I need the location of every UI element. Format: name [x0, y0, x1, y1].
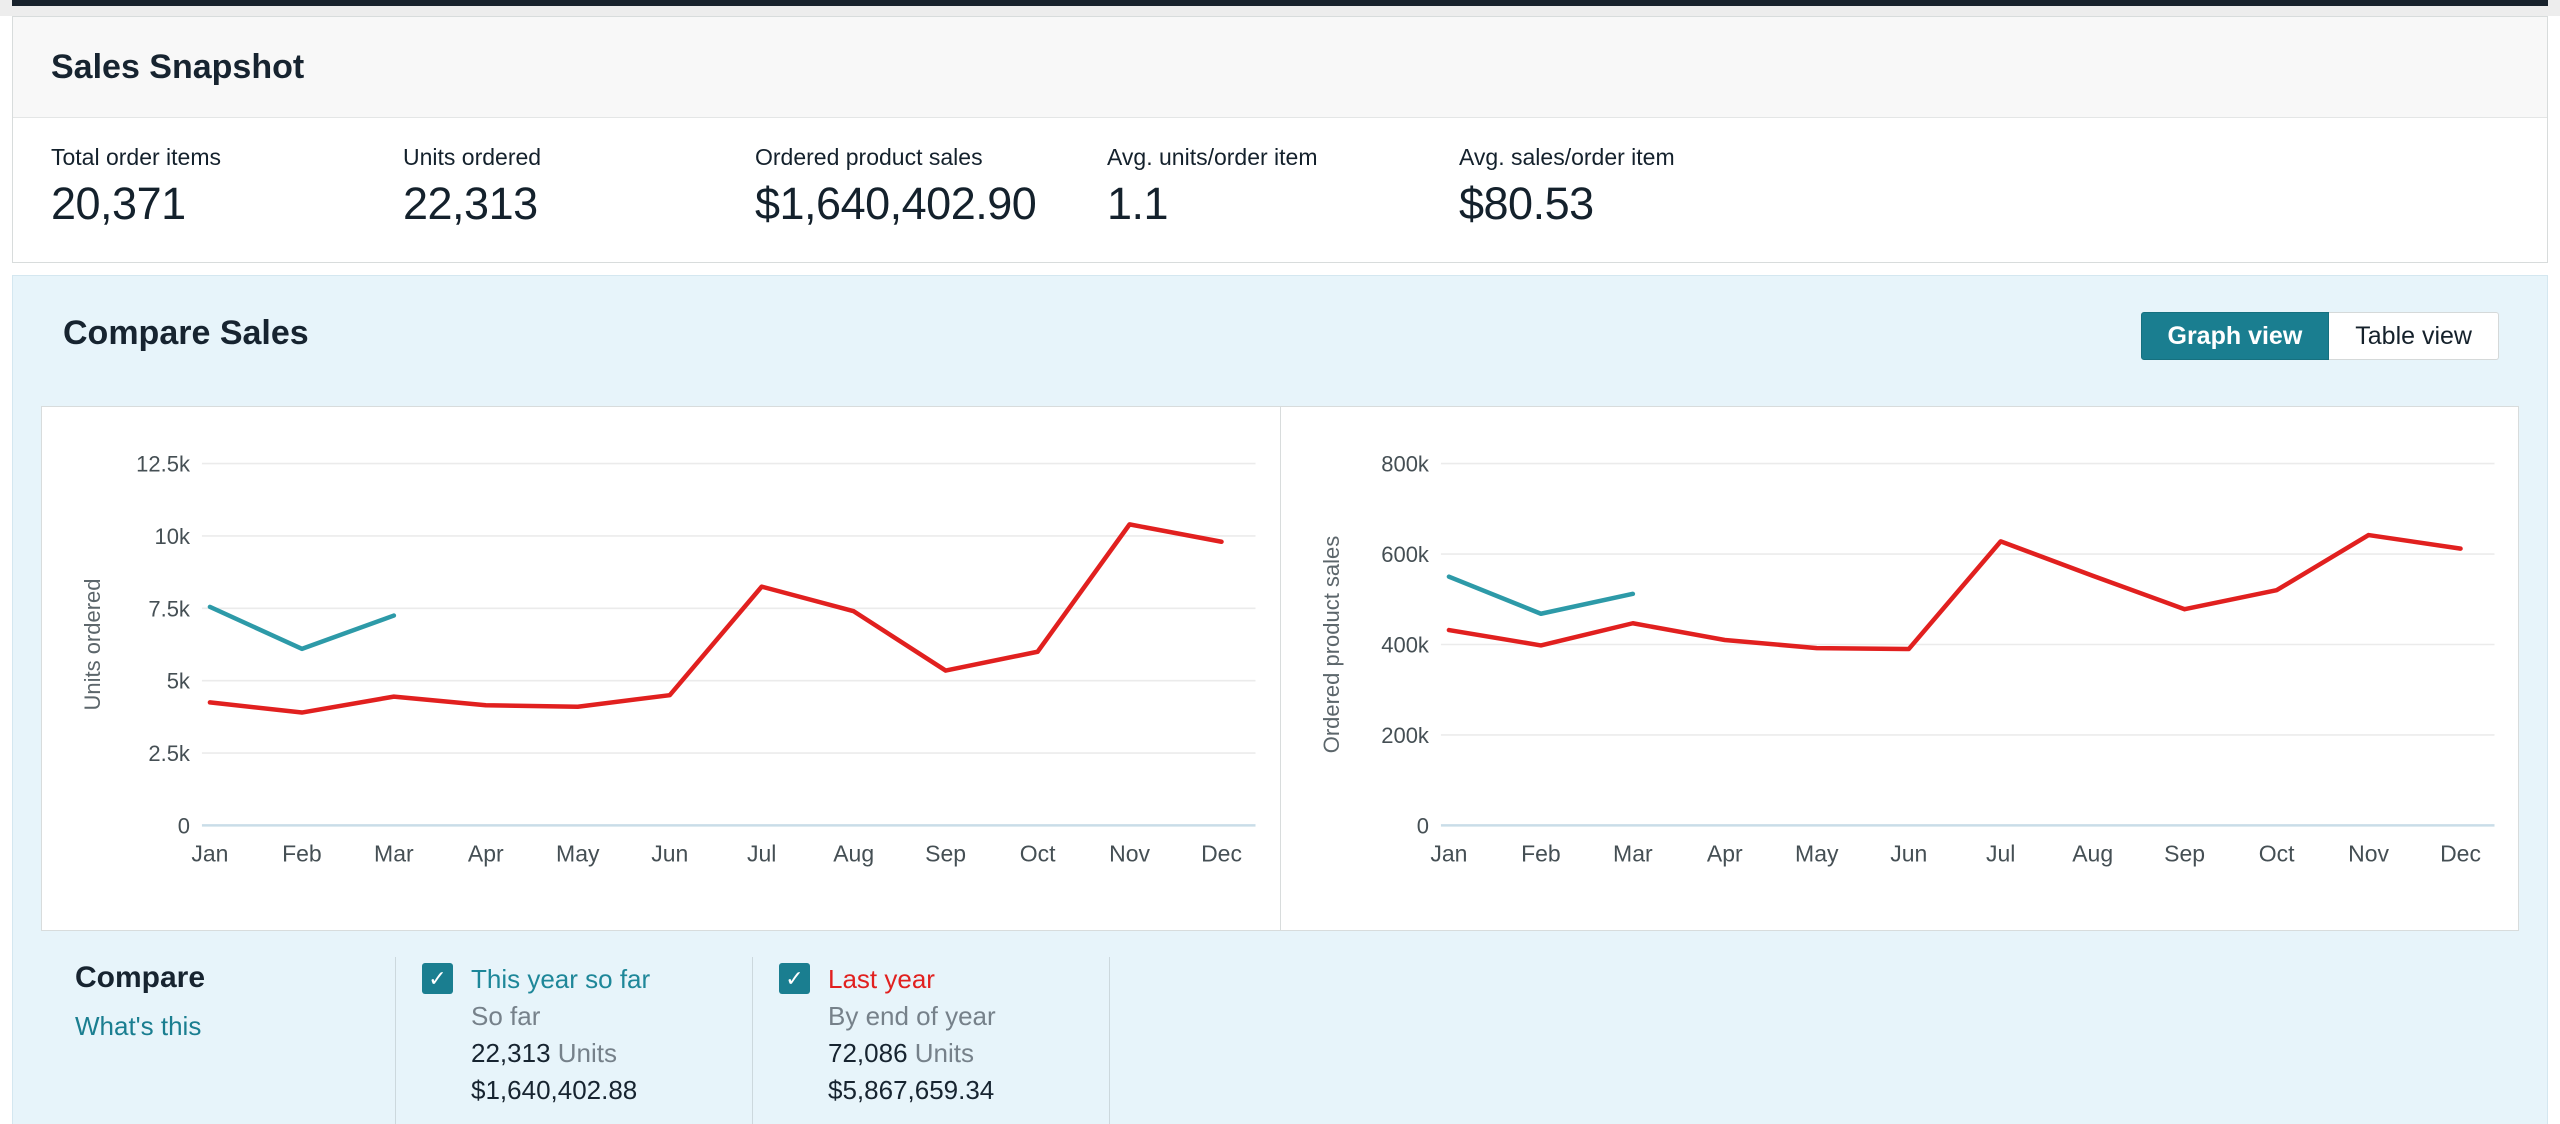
ordered-product-sales-chart: 0 200k 400k 600k 800k Jan Feb Mar Apr May Jun Jul Au… [1279, 407, 2519, 930]
svg-text:0: 0 [178, 813, 190, 838]
legend-series-sales: $5,867,659.34 [828, 1075, 995, 1105]
table-view-button[interactable]: Table view [2329, 312, 2499, 360]
svg-text:May: May [1795, 840, 1839, 866]
stat-total-order-items: Total order items 20,371 [51, 142, 403, 232]
svg-text:Feb: Feb [282, 840, 322, 866]
svg-text:May: May [556, 840, 600, 866]
svg-text:Aug: Aug [833, 840, 874, 866]
stat-label: Ordered product sales [755, 144, 983, 170]
legend-item-this-year: ✓ This year so far So far 22,313 Units $… [395, 957, 752, 1124]
svg-text:Mar: Mar [1613, 840, 1653, 866]
units-value: 72,086 [828, 1038, 908, 1068]
this-year-checkbox[interactable]: ✓ [422, 963, 453, 994]
legend-item-text: This year so far So far 22,313 Units $1,… [471, 961, 650, 1109]
svg-text:5k: 5k [167, 669, 191, 694]
stat-label: Avg. sales/order item [1459, 144, 1675, 170]
stat-label: Units ordered [403, 144, 542, 170]
svg-text:Sep: Sep [2164, 840, 2205, 866]
svg-text:Sep: Sep [925, 840, 966, 866]
svg-text:Units ordered: Units ordered [80, 579, 105, 711]
svg-text:Dec: Dec [2440, 840, 2481, 866]
legend-series-subtitle: By end of year [828, 1001, 996, 1031]
svg-text:2.5k: 2.5k [148, 741, 191, 766]
svg-text:Apr: Apr [468, 840, 504, 866]
legend-item-last-year: ✓ Last year By end of year 72,086 Units … [752, 957, 1109, 1124]
ordered-product-sales-chart-svg: 0 200k 400k 600k 800k Jan Feb Mar Apr May Jun Jul Au… [1318, 452, 2495, 866]
units-suffix: Units [914, 1038, 975, 1068]
top-strip [0, 0, 2560, 16]
svg-text:Jul: Jul [747, 840, 776, 866]
compare-sales-card: Compare Sales Graph view Table view 0 2.5… [12, 275, 2548, 1124]
view-toggle: Graph view Table view [2140, 312, 2499, 360]
compare-legend-head: Compare What's this [75, 957, 395, 1124]
svg-text:Jul: Jul [1986, 840, 2015, 866]
legend-divider [1109, 957, 1110, 1124]
svg-text:Oct: Oct [1020, 840, 1056, 866]
snapshot-stats-row: Total order items 20,371 Units ordered 2… [13, 118, 2547, 262]
svg-text:Jun: Jun [1890, 840, 1927, 866]
svg-text:Ordered product sales: Ordered product sales [1318, 536, 1343, 754]
top-bar [12, 0, 2548, 6]
stat-value: 22,313 [403, 178, 538, 229]
svg-text:12.5k: 12.5k [136, 452, 191, 477]
svg-text:800k: 800k [1381, 452, 1430, 477]
sales-snapshot-header: Sales Snapshot [13, 17, 2547, 118]
svg-text:Nov: Nov [1109, 840, 1150, 866]
svg-text:Aug: Aug [2072, 840, 2113, 866]
stat-ordered-product-sales: Ordered product sales $1,640,402.90 [755, 142, 1107, 232]
svg-text:Dec: Dec [1201, 840, 1242, 866]
svg-text:Oct: Oct [2258, 840, 2294, 866]
charts-panel: 0 2.5k 5k 7.5k 10k 12.5k Jan Feb Mar Apr May Jun Jul… [41, 406, 2519, 931]
svg-text:7.5k: 7.5k [148, 596, 191, 621]
svg-text:Nov: Nov [2348, 840, 2389, 866]
svg-text:0: 0 [1416, 813, 1428, 838]
svg-text:Apr: Apr [1706, 840, 1742, 866]
sales-snapshot-title: Sales Snapshot [51, 48, 305, 86]
legend-series-units: 22,313 Units [471, 1035, 650, 1072]
legend-item-text: Last year By end of year 72,086 Units $5… [828, 961, 996, 1109]
sales-snapshot-card: Sales Snapshot Total order items 20,371 … [12, 16, 2548, 263]
svg-text:400k: 400k [1381, 633, 1430, 658]
svg-text:10k: 10k [154, 524, 190, 549]
legend-series-subtitle: So far [471, 1001, 541, 1031]
stat-label: Avg. units/order item [1107, 144, 1318, 170]
stat-value: 1.1 [1107, 178, 1169, 229]
whats-this-link[interactable]: What's this [75, 1011, 202, 1041]
units-suffix: Units [557, 1038, 618, 1068]
compare-legend-title: Compare [75, 961, 206, 994]
compare-sales-header: Compare Sales Graph view Table view [13, 276, 2547, 360]
legend-series-units: 72,086 Units [828, 1035, 996, 1072]
svg-text:Jan: Jan [191, 840, 228, 866]
legend-series-name: Last year [828, 964, 935, 994]
svg-text:Jun: Jun [651, 840, 688, 866]
stat-units-ordered: Units ordered 22,313 [403, 142, 755, 232]
graph-view-button[interactable]: Graph view [2140, 312, 2330, 360]
svg-text:Feb: Feb [1521, 840, 1561, 866]
stat-label: Total order items [51, 144, 222, 170]
svg-text:Mar: Mar [374, 840, 414, 866]
legend-series-sales: $1,640,402.88 [471, 1075, 638, 1105]
legend-series-name: This year so far [471, 964, 651, 994]
stat-avg-sales-per-order-item: Avg. sales/order item $80.53 [1459, 142, 1675, 232]
compare-sales-title: Compare Sales [63, 314, 309, 352]
svg-text:600k: 600k [1381, 542, 1430, 567]
units-value: 22,313 [471, 1038, 551, 1068]
svg-text:200k: 200k [1381, 723, 1430, 748]
stat-avg-units-per-order-item: Avg. units/order item 1.1 [1107, 142, 1459, 232]
units-ordered-chart-svg: 0 2.5k 5k 7.5k 10k 12.5k Jan Feb Mar Apr May Jun Jul… [80, 452, 1256, 866]
units-ordered-chart: 0 2.5k 5k 7.5k 10k 12.5k Jan Feb Mar Apr May Jun Jul… [42, 407, 1280, 930]
stat-value: $1,640,402.90 [755, 178, 1037, 229]
compare-legend: Compare What's this ✓ This year so far S… [75, 957, 2547, 1124]
stat-value: 20,371 [51, 178, 186, 229]
last-year-checkbox[interactable]: ✓ [779, 963, 810, 994]
stat-value: $80.53 [1459, 178, 1594, 229]
svg-text:Jan: Jan [1430, 840, 1467, 866]
